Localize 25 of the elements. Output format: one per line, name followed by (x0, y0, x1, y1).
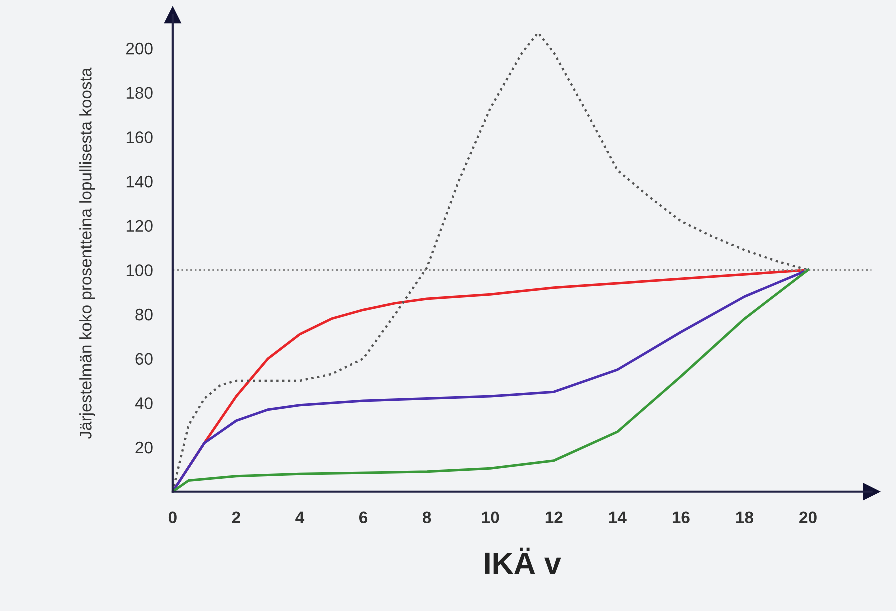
x-tick-label: 6 (360, 512, 368, 524)
y-tick-label: 200 (126, 42, 153, 55)
x-axis-title: IKÄ v (485, 548, 562, 574)
line-series (172, 32, 810, 492)
x-tick-label: 14 (609, 512, 627, 524)
y-tick-label: 40 (135, 398, 153, 410)
y-tick-label: 80 (136, 308, 153, 321)
y-tick-label: 180 (126, 87, 153, 100)
x-tick-label: 0 (168, 512, 177, 524)
y-axis-title: Järjestelmän koko prosentteina lopullisesta koosta (80, 68, 96, 440)
x-tick-label: 12 (546, 512, 563, 524)
y-tick-label: 20 (136, 442, 153, 454)
x-tick-label: 4 (296, 512, 305, 524)
y-tick-label: 100 (126, 264, 153, 276)
x-tick-label: 18 (736, 512, 754, 524)
y-tick-label: 140 (126, 176, 153, 188)
y-tick-label: 60 (136, 353, 153, 366)
x-tick-label: 20 (800, 512, 817, 524)
y-tick-label: 160 (126, 132, 153, 144)
line-series (172, 268, 810, 492)
x-tick-label: 10 (482, 512, 500, 524)
y-tick-label: 120 (126, 220, 153, 232)
x-tick-label: 8 (422, 512, 432, 524)
x-tick-label: 16 (672, 512, 690, 524)
x-tick-label: 2 (232, 512, 240, 524)
